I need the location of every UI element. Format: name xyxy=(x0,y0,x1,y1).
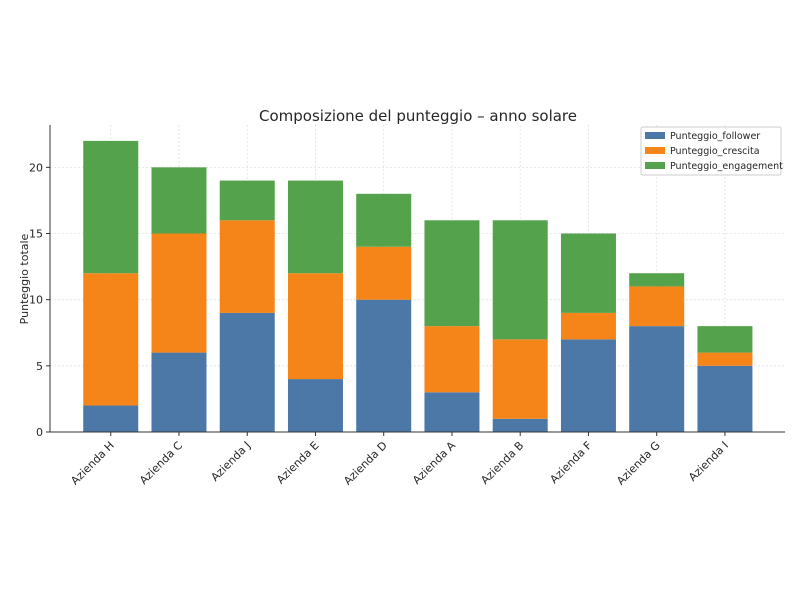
bar-punteggio-crescita xyxy=(287,273,343,380)
bar-punteggio-crescita xyxy=(560,312,616,340)
bar-punteggio-engagement xyxy=(424,220,480,327)
bar-punteggio-follower xyxy=(492,418,548,432)
bar-punteggio-engagement xyxy=(83,140,139,274)
bar-punteggio-crescita xyxy=(629,286,685,327)
bar-punteggio-crescita xyxy=(219,220,275,313)
y-tick-label: 10 xyxy=(29,294,43,307)
x-tick-label: Azienda H xyxy=(68,439,117,488)
x-tick-label: Azienda F xyxy=(547,439,594,486)
bar-punteggio-crescita xyxy=(424,326,480,393)
x-tick-label: Azienda E xyxy=(274,439,322,487)
bar-punteggio-engagement xyxy=(697,326,753,353)
bar-punteggio-crescita xyxy=(492,339,548,419)
bar-punteggio-engagement xyxy=(629,273,685,287)
bar-punteggio-engagement xyxy=(151,167,207,234)
bar-punteggio-follower xyxy=(424,392,480,432)
bar-punteggio-engagement xyxy=(287,180,343,274)
bar-punteggio-follower xyxy=(287,379,343,432)
y-tick-label: 0 xyxy=(36,426,43,439)
bar-punteggio-follower xyxy=(83,405,139,432)
legend-swatch xyxy=(645,162,665,169)
x-tick-label: Azienda D xyxy=(341,439,390,488)
legend-label: Punteggio_crescita xyxy=(670,146,760,157)
legend: Punteggio_follower Punteggio_crescita Punt… xyxy=(640,126,783,176)
x-tick-label: Azienda J xyxy=(208,439,253,484)
y-tick-label: 20 xyxy=(29,161,43,174)
bar-punteggio-crescita xyxy=(356,246,412,300)
legend-label: Punteggio_follower xyxy=(670,131,760,142)
bar-punteggio-engagement xyxy=(492,220,548,340)
y-tick-label: 15 xyxy=(29,228,43,241)
x-tick-label: Azienda I xyxy=(686,439,731,484)
bar-punteggio-engagement xyxy=(219,180,275,221)
bar-punteggio-crescita xyxy=(697,352,753,366)
y-axis-label: Punteggio totale xyxy=(18,233,31,324)
bar-punteggio-engagement xyxy=(560,233,616,313)
x-tick-label: Azienda B xyxy=(478,439,526,487)
x-tick-label: Azienda C xyxy=(137,439,185,487)
y-tick-label: 5 xyxy=(36,360,43,373)
bar-punteggio-crescita xyxy=(151,233,207,353)
bar-punteggio-crescita xyxy=(83,273,139,406)
bar-punteggio-follower xyxy=(629,326,685,432)
legend-swatch xyxy=(645,147,665,154)
bar-punteggio-follower xyxy=(151,352,207,432)
bar-punteggio-follower xyxy=(697,365,753,432)
legend-swatch xyxy=(645,132,665,139)
x-tick-label: Azienda A xyxy=(410,439,458,487)
bar-punteggio-follower xyxy=(356,299,412,432)
bar-punteggio-engagement xyxy=(356,193,412,247)
bar-punteggio-follower xyxy=(219,312,275,432)
x-tick-label: Azienda G xyxy=(614,439,663,488)
chart-title: Composizione del punteggio – anno solare xyxy=(259,107,577,125)
bar-punteggio-follower xyxy=(560,339,616,432)
legend-label: Punteggio_engagement xyxy=(670,161,783,172)
legend-box xyxy=(640,126,782,176)
bars xyxy=(83,140,753,432)
